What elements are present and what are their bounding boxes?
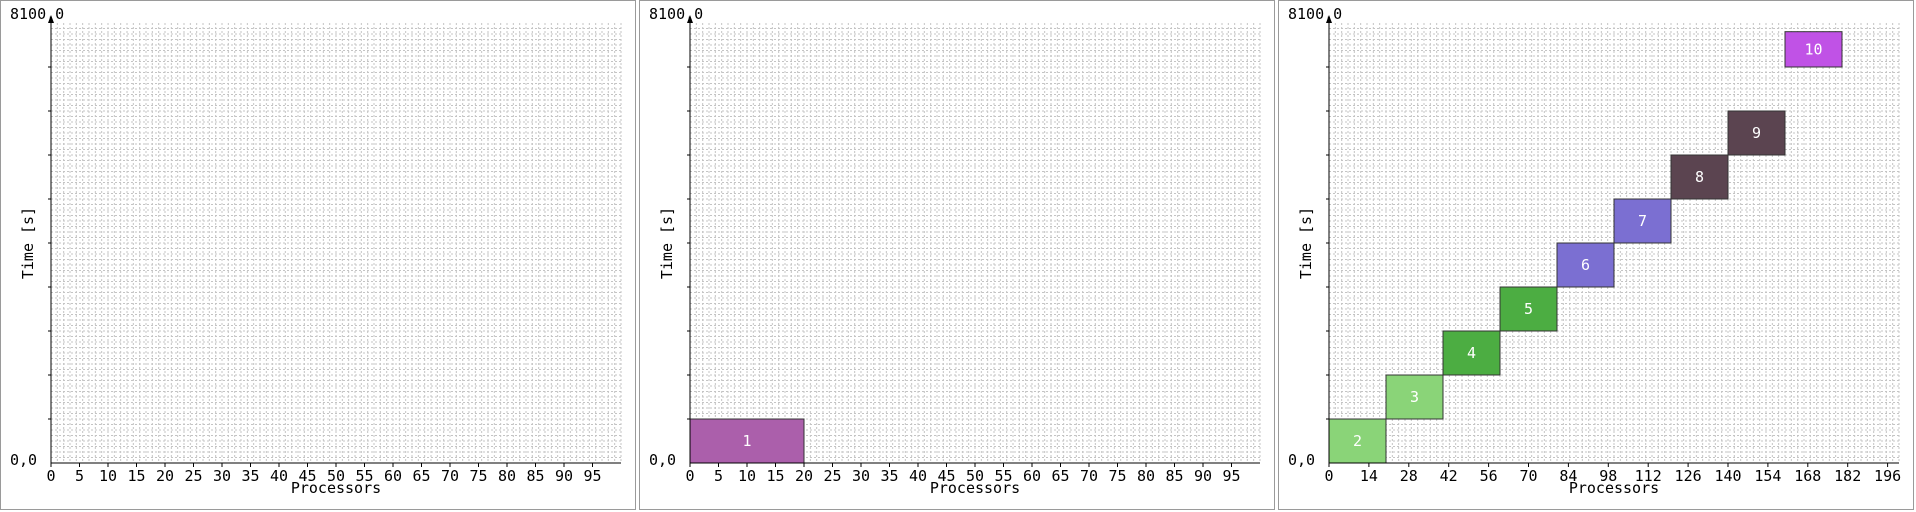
- x-tick-label: 50: [966, 467, 984, 485]
- x-tick-label: 95: [1222, 467, 1240, 485]
- y-bottom-label: 0,0: [10, 451, 37, 469]
- x-tick-label: 70: [1080, 467, 1098, 485]
- x-tick-label: 95: [583, 467, 601, 485]
- x-tick-label: 80: [1137, 467, 1155, 485]
- x-axis-title: Processors: [1569, 479, 1659, 497]
- job-label-7: 7: [1638, 212, 1647, 230]
- x-tick-label: 35: [241, 467, 259, 485]
- y-axis-title: Time [s]: [19, 207, 37, 279]
- x-tick-label: 75: [1108, 467, 1126, 485]
- x-tick-label: 60: [1023, 467, 1041, 485]
- y-top-label: 8100,0: [649, 5, 703, 23]
- y-top-label: 8100,0: [1288, 5, 1342, 23]
- y-axis-title: Time [s]: [1297, 207, 1315, 279]
- x-tick-label: 112: [1635, 467, 1662, 485]
- job-label-4: 4: [1467, 344, 1476, 362]
- chart-panel-3: 2 3 4 5 6 7 8 9 10 0 14 28 42 56 70 84 98 112 126 140 154 168…: [1278, 0, 1914, 510]
- x-axis-title: Processors: [930, 479, 1020, 497]
- x-tick-label: 182: [1834, 467, 1861, 485]
- y-bottom-label: 0,0: [1288, 451, 1315, 469]
- x-tick-label: 28: [1400, 467, 1418, 485]
- x-tick-label: 25: [184, 467, 202, 485]
- job-block-3: [1385, 374, 1444, 420]
- x-axis-title: Processors: [291, 479, 381, 497]
- x-tick-label: 20: [156, 467, 174, 485]
- x-tick-label: 14: [1360, 467, 1378, 485]
- x-tick-label: 80: [498, 467, 516, 485]
- job-label-10: 10: [1804, 40, 1822, 58]
- x-tick-label: 140: [1714, 467, 1741, 485]
- job-block-8: [1670, 154, 1729, 200]
- x-tick-label: 5: [75, 467, 84, 485]
- x-tick-label: 30: [213, 467, 231, 485]
- x-tick-label: 10: [738, 467, 756, 485]
- job-label-8: 8: [1695, 168, 1704, 186]
- x-tick-label: 15: [127, 467, 145, 485]
- x-tick-label: 0: [46, 467, 55, 485]
- job-block-6: [1556, 242, 1615, 288]
- x-tick-label: 5: [714, 467, 723, 485]
- x-tick-label: 55: [994, 467, 1012, 485]
- x-tick-label: 0: [685, 467, 694, 485]
- x-tick-label: 90: [555, 467, 573, 485]
- x-tick-label: 70: [1519, 467, 1537, 485]
- y-axis-arrow: [1326, 15, 1332, 23]
- x-tick-label: 40: [270, 467, 288, 485]
- job-label-9: 9: [1752, 124, 1761, 142]
- x-tick-label: 70: [441, 467, 459, 485]
- x-tick-label: 15: [766, 467, 784, 485]
- x-tick-label: 90: [1194, 467, 1212, 485]
- y-top-label: 8100,0: [10, 5, 64, 23]
- job-label-6: 6: [1581, 256, 1590, 274]
- x-tick-label: 65: [1051, 467, 1069, 485]
- x-tick-label: 65: [412, 467, 430, 485]
- job-block-7: [1613, 198, 1672, 244]
- x-tick-label: 56: [1480, 467, 1498, 485]
- job-block-2: [1328, 418, 1387, 464]
- y-bottom-label: 0,0: [649, 451, 676, 469]
- job-block-10: [1784, 31, 1843, 68]
- x-tick-label: 84: [1559, 467, 1577, 485]
- x-tick-label: 75: [469, 467, 487, 485]
- x-tick-label: 60: [384, 467, 402, 485]
- job-block-1: [689, 418, 805, 464]
- job-label-2: 2: [1353, 432, 1362, 450]
- job-label-3: 3: [1410, 388, 1419, 406]
- gantt-chart-1: 0 5 10 15 20 25 30 35 40 45 50 55 60 65 70 75 80 85 90 95 81…: [10, 5, 622, 497]
- x-tick-label: 42: [1440, 467, 1458, 485]
- job-label-1: 1: [742, 432, 751, 450]
- job-label-5: 5: [1524, 300, 1533, 318]
- chart-panel-2: 1 0 5 10 15 20 25 30 35 40 45 50 55 60 65 70 75 80 85 90 95 8…: [639, 0, 1275, 510]
- x-tick-label: 154: [1754, 467, 1781, 485]
- gantt-chart-2: 10 5 10 15 20 25 30 35 40 45 50 55 60 65 70 75 80 85 90 958…: [649, 5, 1261, 497]
- x-tick-label: 20: [795, 467, 813, 485]
- x-tick-label: 98: [1599, 467, 1617, 485]
- x-tick-label: 30: [852, 467, 870, 485]
- job-block-9: [1727, 110, 1786, 156]
- x-tick-label: 0: [1324, 467, 1333, 485]
- chart-panel-1: 0 5 10 15 20 25 30 35 40 45 50 55 60 65 70 75 80 85 90 95 81…: [0, 0, 636, 510]
- x-tick-label: 10: [99, 467, 117, 485]
- x-tick-label: 85: [1165, 467, 1183, 485]
- x-tick-label: 126: [1675, 467, 1702, 485]
- x-tick-label: 40: [909, 467, 927, 485]
- x-tick-label: 35: [880, 467, 898, 485]
- x-tick-label: 50: [327, 467, 345, 485]
- grid: [51, 23, 622, 463]
- job-block-5: [1499, 286, 1558, 332]
- x-tick-label: 85: [526, 467, 544, 485]
- x-tick-label: 25: [823, 467, 841, 485]
- job-block-4: [1442, 330, 1501, 376]
- grid: [690, 23, 1261, 463]
- x-tick-label: 45: [937, 467, 955, 485]
- x-tick-label: 45: [298, 467, 316, 485]
- y-axis-arrow: [48, 15, 54, 23]
- y-axis-title: Time [s]: [658, 207, 676, 279]
- x-tick-label: 196: [1874, 467, 1901, 485]
- y-axis-arrow: [687, 15, 693, 23]
- x-tick-label: 55: [355, 467, 373, 485]
- x-tick-label: 168: [1794, 467, 1821, 485]
